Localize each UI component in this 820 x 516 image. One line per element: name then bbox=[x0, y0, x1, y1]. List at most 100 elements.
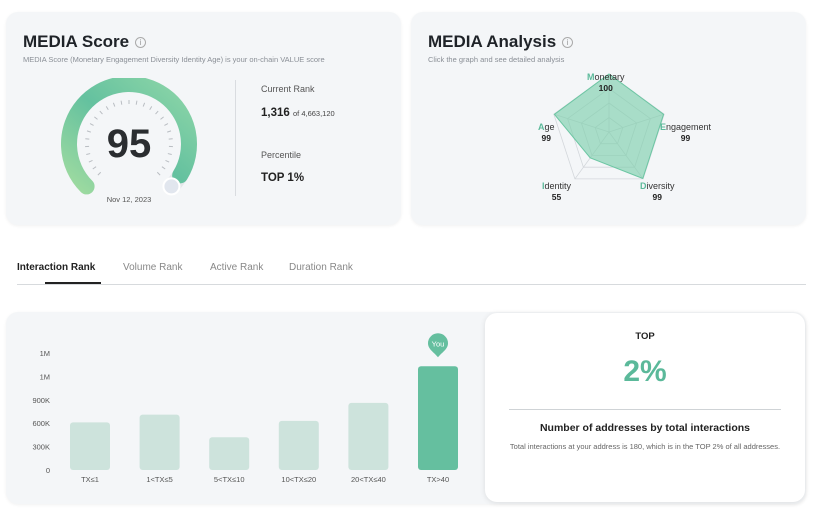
media-score-card: MEDIA Score i MEDIA Score (Monetary Enga… bbox=[6, 12, 401, 225]
score-value: 95 bbox=[106, 122, 152, 166]
active-tab-indicator bbox=[45, 282, 101, 284]
gauge-tick bbox=[167, 130, 172, 133]
media-score-title: MEDIA Score i bbox=[23, 32, 147, 52]
bar[interactable] bbox=[209, 437, 250, 470]
bar-highlight[interactable] bbox=[418, 366, 458, 470]
x-tick-label: TX>40 bbox=[427, 475, 449, 484]
x-tick-label: 20<TX≤40 bbox=[351, 475, 386, 484]
top-label: TOP bbox=[635, 331, 655, 342]
percentile-value: TOP 1% bbox=[261, 172, 305, 184]
radar-value-identity: 55 bbox=[551, 192, 562, 202]
gauge-tick bbox=[160, 116, 164, 120]
current-rank-total: of 4,663,120 bbox=[292, 109, 335, 118]
radar-label-diversity-initial: D bbox=[640, 181, 647, 191]
score-gauge: 95 Nov 12, 2023 bbox=[56, 76, 202, 216]
radar-label-age: Age 99 bbox=[538, 122, 555, 144]
y-tick-label: 900K bbox=[32, 396, 50, 405]
bar[interactable] bbox=[139, 414, 180, 470]
bar[interactable] bbox=[278, 420, 319, 470]
y-tick-label: 600K bbox=[32, 419, 50, 428]
gauge-tick bbox=[92, 166, 97, 170]
gauge-ticks bbox=[85, 100, 173, 176]
x-axis: TX≤1 1<TX≤5 5<TX≤10 10<TX≤20 20<TX≤40 TX>40 bbox=[81, 475, 449, 484]
you-marker-label: You bbox=[432, 339, 445, 348]
info-icon[interactable]: i bbox=[562, 36, 574, 48]
top-percentile-value: 2% bbox=[623, 355, 667, 388]
current-rank-number: 1,316 bbox=[261, 107, 290, 119]
gauge-tick bbox=[99, 110, 103, 115]
radar-value-engagement: 99 bbox=[680, 133, 691, 143]
radar-label-identity-rest: dentity bbox=[544, 181, 572, 191]
tab-volume-rank[interactable]: Volume Rank bbox=[123, 262, 183, 273]
gauge-progress-arc bbox=[61, 76, 197, 195]
top-panel-title: Number of addresses by total interaction… bbox=[539, 422, 751, 434]
gauge-tick bbox=[167, 153, 172, 156]
top-divider bbox=[509, 409, 781, 410]
radar-label-engagement: Engagement 99 bbox=[660, 122, 711, 144]
gauge-knob bbox=[162, 177, 181, 196]
radar-label-monetary: Monetary 100 bbox=[587, 72, 625, 94]
radar-label-monetary-initial: M bbox=[587, 72, 595, 82]
radar-label-diversity: Diversity 99 bbox=[640, 181, 675, 203]
radar-label-identity: Identity 55 bbox=[542, 181, 571, 203]
bars bbox=[70, 366, 458, 470]
y-tick-label: 1M bbox=[40, 349, 50, 358]
you-marker-pin bbox=[428, 333, 448, 358]
y-tick-label: 0 bbox=[46, 466, 50, 475]
media-score-title-text: MEDIA Score bbox=[23, 32, 130, 51]
radar-label-age-initial: A bbox=[538, 122, 545, 132]
x-tick-label: 5<TX≤10 bbox=[214, 475, 245, 484]
y-axis: 0 300K 600K 900K 1M 1M bbox=[32, 349, 50, 475]
tab-duration-rank[interactable]: Duration Rank bbox=[289, 262, 353, 273]
gauge-tick bbox=[164, 123, 169, 126]
gauge-tick bbox=[112, 102, 116, 107]
bar[interactable] bbox=[70, 422, 110, 470]
x-tick-label: 1<TX≤5 bbox=[146, 475, 172, 484]
top-percentile-panel: TOP 2% Number of addresses by total inte… bbox=[485, 313, 805, 502]
score-gauge-svg bbox=[61, 76, 197, 196]
gauge-tick bbox=[156, 171, 161, 176]
radar-label-engagement-initial: E bbox=[660, 122, 667, 132]
radar-label-diversity-rest: iversity bbox=[646, 181, 675, 191]
you-marker: You bbox=[428, 333, 448, 358]
gauge-tick bbox=[149, 106, 153, 111]
percentile-label: Percentile bbox=[261, 150, 302, 160]
rank-tabs: Interaction Rank Volume Rank Active Rank… bbox=[17, 256, 806, 285]
gauge-tick bbox=[97, 171, 102, 176]
gauge-tick bbox=[155, 110, 159, 115]
media-analysis-card: MEDIA Analysis i Click the graph and see… bbox=[411, 12, 806, 225]
gauge-tick bbox=[89, 123, 94, 126]
media-score-subtitle: MEDIA Score (Monetary Engagement Diversi… bbox=[23, 55, 325, 64]
radar-chart[interactable] bbox=[511, 70, 731, 220]
radar-label-engagement-rest: ngagement bbox=[666, 122, 712, 132]
gauge-tick bbox=[120, 100, 123, 105]
radar-value-diversity: 99 bbox=[652, 192, 662, 202]
radar-score-shape bbox=[553, 73, 665, 180]
gauge-tick bbox=[86, 153, 91, 156]
interaction-bar-chart: 0 300K 600K 900K 1M 1M TX≤1 1<TX≤5 5<TX≤10 10<TX… bbox=[32, 333, 458, 484]
x-tick-label: TX≤1 bbox=[81, 475, 99, 484]
top-panel-description: Total interactions at your address is 18… bbox=[509, 442, 781, 451]
gauge-tick bbox=[94, 116, 98, 120]
current-rank-value: 1,316 of 4,663,120 bbox=[261, 107, 335, 119]
info-icon[interactable]: i bbox=[135, 36, 147, 48]
score-date: Nov 12, 2023 bbox=[106, 195, 152, 204]
x-tick-label: 10<TX≤20 bbox=[281, 475, 316, 484]
bar[interactable] bbox=[348, 402, 389, 470]
tab-interaction-rank[interactable]: Interaction Rank bbox=[17, 262, 96, 273]
radar-label-age-rest: ge bbox=[544, 122, 555, 132]
gauge-tick bbox=[161, 166, 166, 170]
y-tick-label: 300K bbox=[32, 443, 50, 452]
gauge-tick bbox=[105, 106, 109, 111]
gauge-tick bbox=[88, 159, 93, 163]
y-tick-label: 1M bbox=[40, 372, 50, 381]
media-analysis-title: MEDIA Analysis i bbox=[428, 32, 574, 52]
radar-label-identity-initial: I bbox=[542, 181, 545, 191]
current-rank-label: Current Rank bbox=[261, 84, 315, 94]
radar-svg[interactable] bbox=[511, 70, 731, 220]
gauge-tick bbox=[86, 130, 91, 133]
gauge-tick bbox=[165, 159, 170, 163]
score-divider bbox=[235, 80, 236, 196]
tab-active-rank[interactable]: Active Rank bbox=[210, 262, 264, 273]
radar-label-monetary-rest: onetary bbox=[594, 72, 625, 82]
